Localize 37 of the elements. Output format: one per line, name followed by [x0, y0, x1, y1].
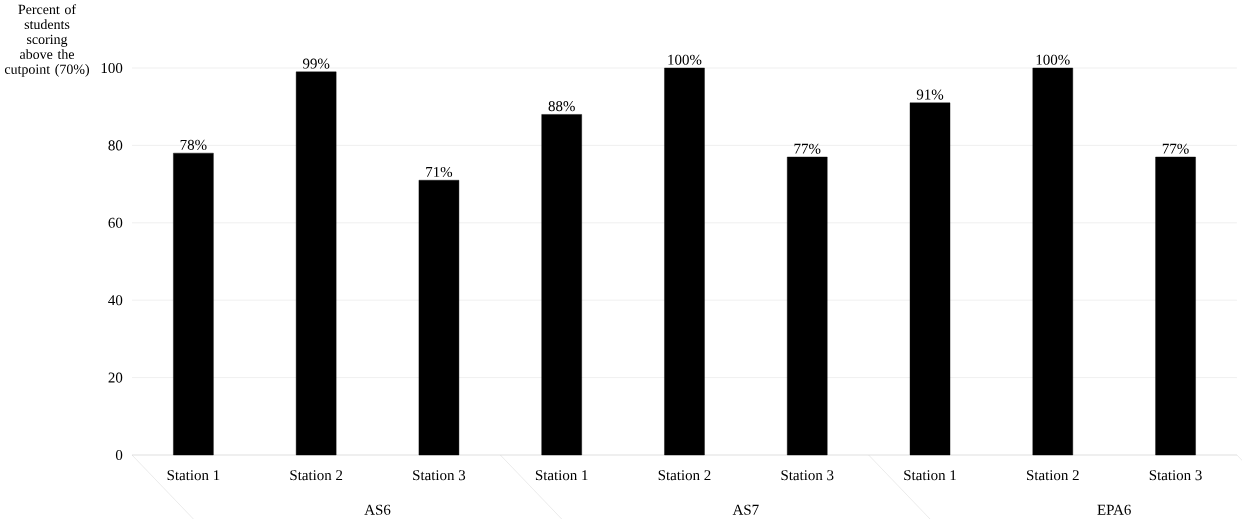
bar — [1032, 67, 1073, 456]
text: EPA6 — [1097, 504, 1131, 515]
data-label: 71% — [426, 166, 453, 178]
x-tick-label: Station 3 — [413, 470, 466, 481]
data-label: 100% — [668, 54, 702, 65]
y-tick-label: 0 — [115, 449, 123, 461]
data-label: 100% — [1036, 54, 1070, 65]
x-tick-label: Station 3 — [1149, 470, 1202, 481]
x-tick-label: Station 2 — [1027, 470, 1079, 481]
x-tick-label: Station 1 — [904, 470, 956, 481]
bar — [295, 71, 337, 456]
x-tick-label: Station 1 — [167, 470, 220, 481]
text: AS6 — [364, 504, 391, 515]
text: AS7 — [732, 504, 759, 515]
bar — [787, 156, 828, 456]
y-axis-title: Percent of students scoring above the cutpoint (70%) — [4, 4, 89, 77]
data-label: 77% — [794, 143, 821, 154]
x-tick-label: Station 3 — [781, 470, 834, 481]
y-tick-label: 40 — [108, 295, 123, 306]
data-label: 91% — [916, 89, 944, 100]
bar — [1155, 156, 1196, 456]
bar — [664, 67, 705, 456]
x-tick-label: Station 2 — [658, 470, 711, 481]
y-tick-label: 20 — [108, 372, 123, 383]
y-tick-label: 100 — [101, 62, 123, 74]
x-tick-label: Station 2 — [290, 470, 343, 481]
bar — [541, 114, 582, 456]
data-label: 88% — [548, 101, 575, 112]
bar — [909, 102, 951, 456]
y-tick-label: 60 — [108, 217, 123, 228]
y-tick-label: 80 — [108, 140, 123, 151]
data-label: 99% — [302, 58, 330, 69]
bar — [173, 152, 214, 456]
data-label: 77% — [1162, 143, 1189, 154]
data-label: 78% — [180, 139, 207, 150]
x-tick-label: Station 1 — [535, 470, 588, 481]
bar — [418, 180, 460, 456]
